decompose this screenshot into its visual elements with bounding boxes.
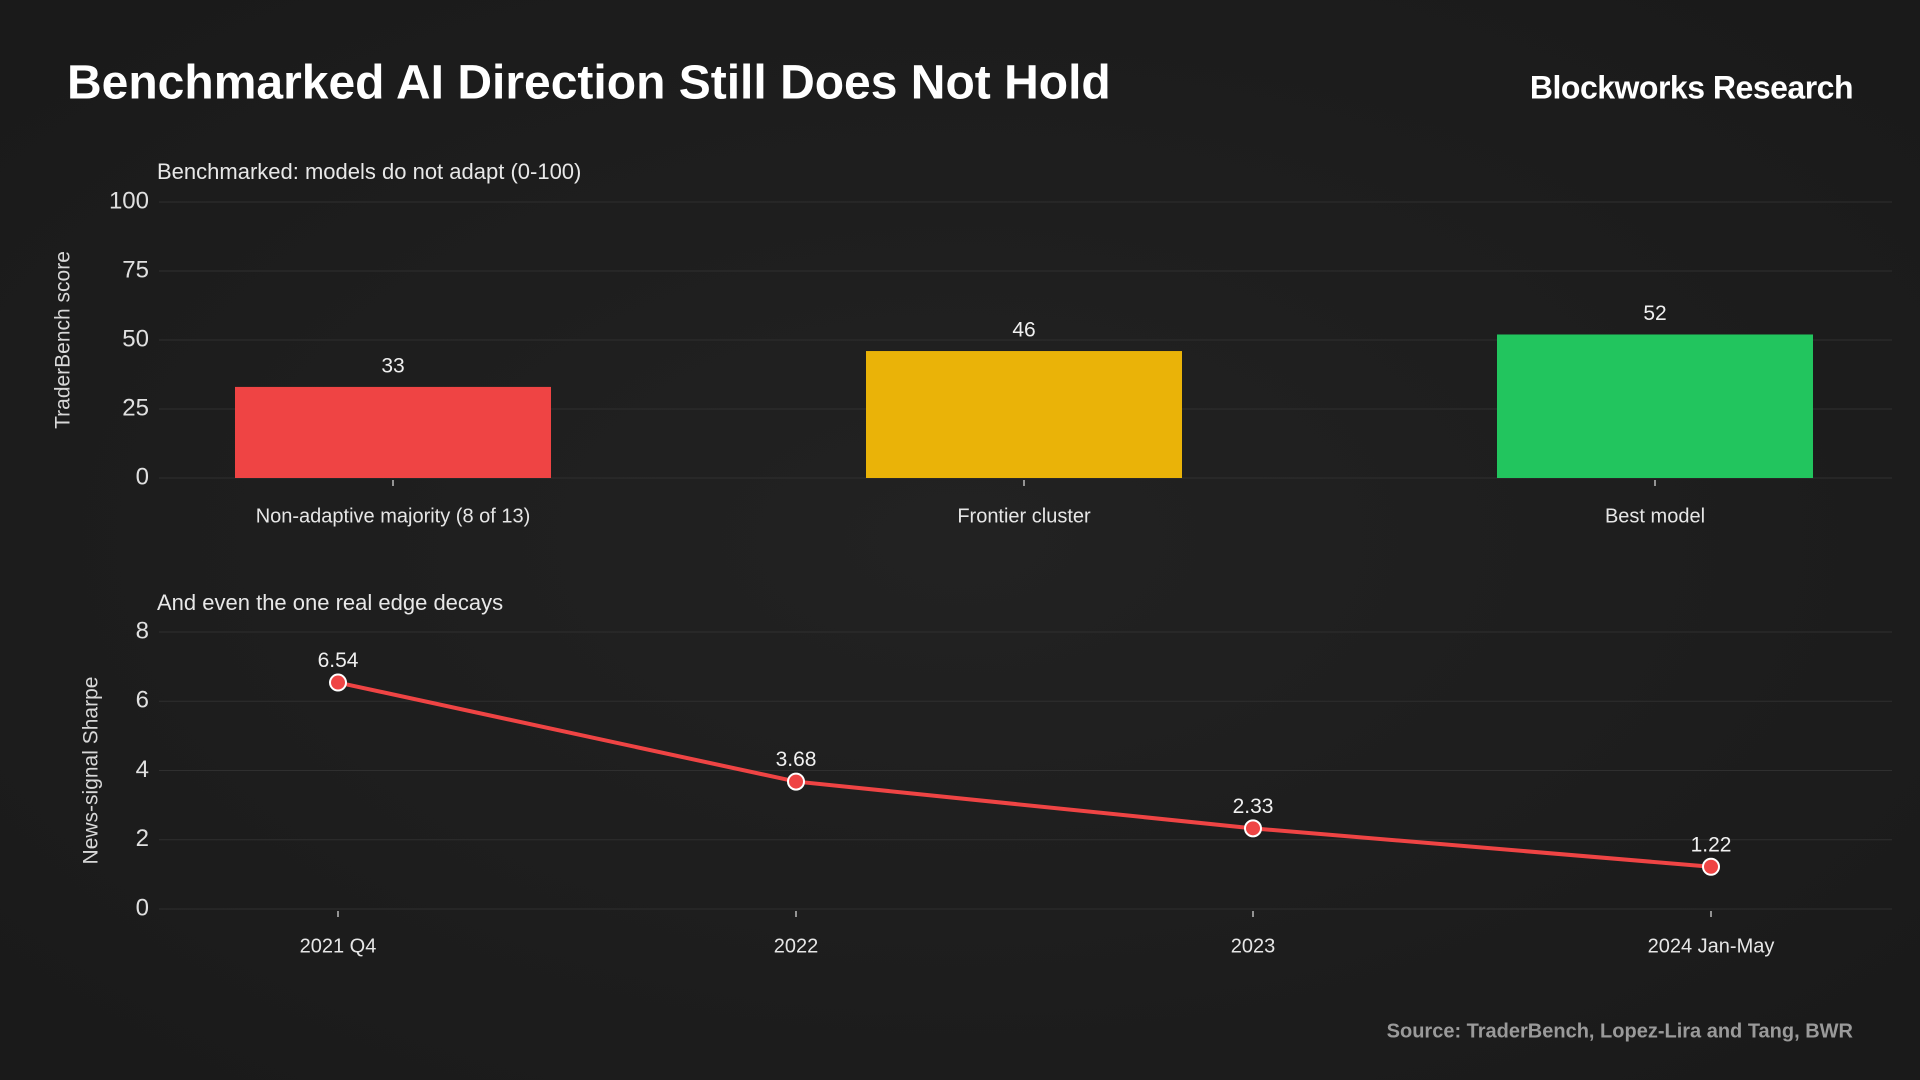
x-tick-label: 2022 — [774, 935, 819, 957]
value-label: 3.68 — [776, 748, 817, 771]
y-tick-label: 0 — [136, 894, 149, 921]
point — [1244, 819, 1262, 838]
bar — [1497, 334, 1813, 478]
page-title: Benchmarked AI Direction Still Does Not … — [67, 57, 1111, 110]
y-tick-label: 75 — [122, 256, 149, 283]
value-label: 33 — [381, 354, 404, 377]
x-tick-label: 2023 — [1231, 935, 1276, 957]
x-tick-label: Non-adaptive majority (8 of 13) — [256, 505, 531, 527]
y-tick-label: 8 — [136, 617, 149, 644]
y-axis-label: News-signal Sharpe — [80, 677, 103, 865]
bar — [235, 386, 551, 478]
line — [337, 680, 1712, 869]
y-tick-label: 100 — [109, 187, 149, 214]
bar — [866, 351, 1182, 478]
value-label: 6.54 — [318, 649, 359, 672]
value-label: 2.33 — [1233, 795, 1274, 818]
y-axis-label: TraderBench score — [52, 251, 75, 429]
value-label: 1.22 — [1691, 833, 1732, 856]
y-tick-label: 4 — [136, 756, 149, 783]
y-tick-label: 2 — [136, 825, 149, 852]
point — [1702, 857, 1720, 876]
x-tick-label: 2024 Jan-May — [1648, 935, 1775, 957]
source: Source: TraderBench, Lopez-Lira and Tang… — [1387, 1020, 1854, 1042]
x-tick-label: Frontier cluster — [957, 505, 1091, 527]
brand: Blockworks Research — [1530, 69, 1853, 105]
y-tick-label: 6 — [136, 687, 149, 714]
chart-subtitle: Benchmarked: models do not adapt (0-100) — [157, 159, 581, 184]
value-label: 52 — [1643, 302, 1666, 325]
value-label: 46 — [1012, 319, 1035, 342]
y-tick-label: 50 — [122, 325, 149, 352]
y-tick-label: 0 — [136, 463, 149, 490]
point — [787, 772, 805, 791]
y-tick-label: 25 — [122, 394, 149, 421]
x-tick-label: 2021 Q4 — [300, 935, 377, 957]
chart-subtitle: And even the one real edge decays — [157, 590, 503, 615]
point — [329, 673, 347, 692]
x-tick-label: Best model — [1605, 505, 1705, 527]
